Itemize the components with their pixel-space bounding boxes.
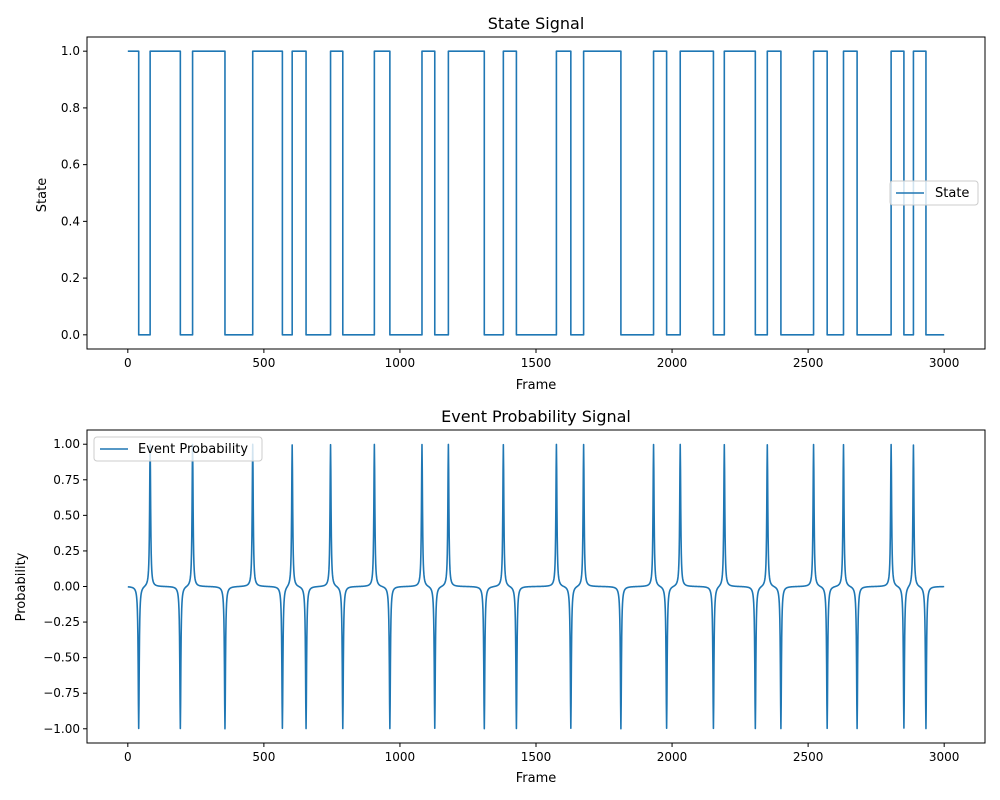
x-axis-label: Frame	[516, 378, 557, 393]
y-tick-label: −0.25	[43, 615, 80, 629]
y-tick-label: 0.4	[61, 214, 80, 228]
y-tick-label: 0.75	[53, 473, 80, 487]
y-tick-label: −0.75	[43, 686, 80, 700]
legend: Event Probability	[93, 436, 263, 462]
x-tick-label: 3000	[929, 750, 960, 764]
y-tick-label: −1.00	[43, 722, 80, 736]
y-axis-label: State	[35, 178, 50, 212]
y-tick-label: 0.6	[61, 158, 80, 172]
y-tick-label: −0.50	[43, 651, 80, 665]
y-tick-label: 0.00	[53, 580, 80, 594]
y-tick-label: 0.8	[61, 101, 80, 115]
x-tick-label: 2000	[657, 356, 688, 370]
plot-area-frame	[86, 36, 986, 350]
series-line	[127, 443, 945, 730]
y-tick-label: 1.00	[53, 437, 80, 451]
series-layer	[127, 443, 945, 730]
x-tick-label: 0	[124, 750, 132, 764]
legend-label-state: State	[935, 186, 969, 201]
x-tick-label: 1500	[521, 750, 552, 764]
x-tick-label: 0	[124, 356, 132, 370]
legend-box	[889, 180, 979, 206]
y-axis-label: Probability	[14, 552, 29, 621]
axis-ticks: 0 500 1000 1500 2000 2500 3000 0.0 0.2 0.4 0.6 0.8 1…	[61, 44, 960, 370]
x-tick-label: 1000	[385, 356, 416, 370]
plot-area-frame	[86, 429, 986, 744]
state-signal-chart: State Signal Frame State 0 500 1000 1500 200…	[35, 14, 986, 393]
y-tick-label: 1.0	[61, 44, 80, 58]
series-layer	[127, 50, 945, 336]
x-tick-label: 1500	[521, 356, 552, 370]
y-tick-label: 0.2	[61, 271, 80, 285]
x-axis-label: Frame	[516, 771, 557, 786]
x-tick-label: 1000	[385, 750, 416, 764]
x-tick-label: 500	[252, 750, 275, 764]
axis-ticks: 0 500 1000 1500 2000 2500 3000 −1.00 −0.75 −0.50 −…	[43, 437, 959, 764]
legend: State	[889, 180, 979, 206]
event-probability-chart: Event Probability Signal Frame Probabili…	[14, 407, 986, 786]
chart-title: Event Probability Signal	[441, 407, 631, 426]
legend-label-event-probability: Event Probability	[138, 442, 248, 457]
series-line	[127, 50, 945, 336]
x-tick-label: 500	[252, 356, 275, 370]
x-tick-label: 2500	[793, 750, 824, 764]
y-tick-label: 0.0	[61, 328, 80, 342]
x-tick-label: 2500	[793, 356, 824, 370]
y-tick-label: 0.50	[53, 508, 80, 522]
chart-title: State Signal	[488, 14, 585, 33]
legend-box	[93, 436, 263, 462]
y-tick-label: 0.25	[53, 544, 80, 558]
x-tick-label: 3000	[929, 356, 960, 370]
x-tick-label: 2000	[657, 750, 688, 764]
